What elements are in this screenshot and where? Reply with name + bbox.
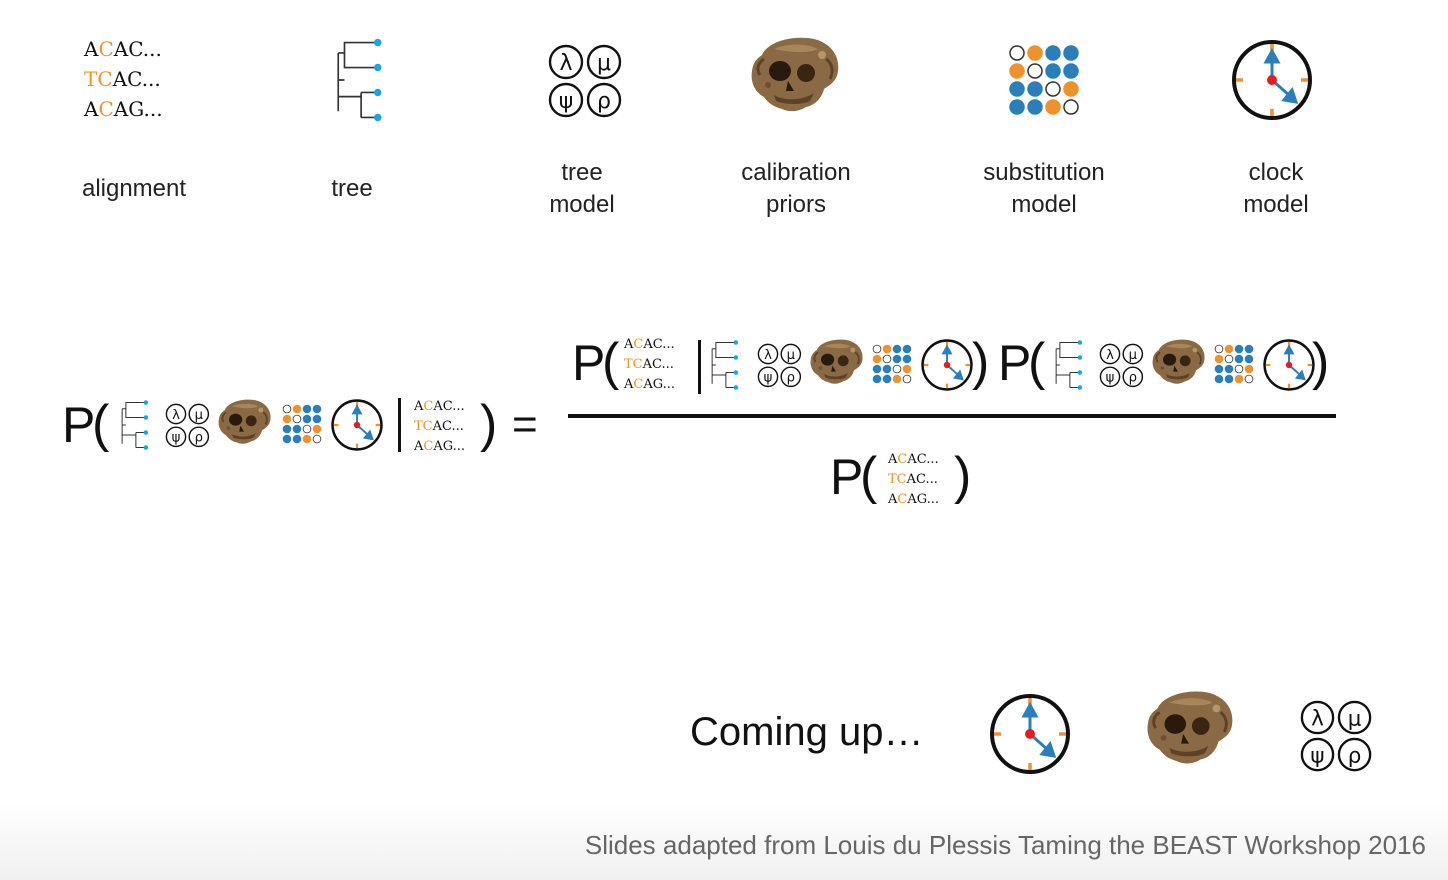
substitution-matrix-icon (1008, 44, 1080, 116)
evidence-alignment-line-1: ACAC... (888, 452, 939, 467)
evidence-close-paren: ) (954, 447, 972, 505)
equals-sign: = (512, 400, 538, 449)
prior-close-paren: ) (1312, 333, 1330, 391)
posterior-tree-icon (118, 400, 150, 450)
likelihood-tree-icon (708, 340, 740, 390)
likelihood-clock-icon (920, 338, 974, 392)
posterior-bar (398, 398, 401, 452)
label-tree-model-line2: model (549, 191, 615, 218)
likelihood-alignment-line-1: ACAC... (624, 337, 675, 352)
label-tree-model-line1: tree (561, 159, 603, 186)
likelihood-tree-model-icon (756, 342, 804, 390)
label-substitution-line1: substitution (983, 159, 1105, 186)
footer-credit: Slides adapted from Louis du Plessis Tam… (584, 830, 1426, 860)
posterior-clock-icon (330, 398, 384, 452)
evidence-alignment-line-2: TCAC... (888, 472, 938, 487)
legend-alignment: ACAC... TCAC... ACAG... (84, 34, 163, 124)
likelihood-close-paren: ) (972, 333, 990, 391)
tree-icon (332, 38, 384, 122)
tree-model-icon (546, 42, 626, 122)
likelihood-alignment-line-3: ACAG... (624, 377, 676, 392)
likelihood-skull-icon (806, 336, 866, 388)
clock-icon (1230, 38, 1314, 122)
prior-tree-icon (1052, 340, 1084, 390)
posterior-substitution-icon (282, 404, 322, 444)
posterior-skull-icon (214, 396, 274, 448)
alignment-line-2: TCAC... (84, 67, 161, 91)
label-tree-model: tree model (522, 157, 642, 221)
posterior-alignment-line-1: ACAC... (414, 399, 465, 414)
skull-icon (744, 30, 844, 120)
label-alignment: alignment (81, 175, 187, 202)
coming-up-skull-icon (1140, 684, 1238, 772)
prior-P: P (998, 335, 1032, 391)
prior-open-paren: ( (1028, 333, 1046, 391)
fraction-line (568, 414, 1336, 418)
label-tree: tree (331, 175, 373, 202)
label-substitution-model: substitution model (968, 157, 1120, 221)
posterior-alignment-line-2: TCAC... (414, 419, 464, 434)
evidence-P: P (830, 449, 864, 505)
posterior-alignment-line-3: ACAG... (414, 439, 466, 454)
footer-background (0, 800, 1448, 880)
likelihood-bar (698, 340, 701, 394)
alignment-line-3: ACAG... (84, 97, 163, 121)
coming-up-text: Coming up… (690, 710, 924, 754)
likelihood-alignment-line-2: TCAC... (624, 357, 674, 372)
label-clock-line2: model (1243, 191, 1309, 218)
prior-tree-model-icon (1098, 342, 1146, 390)
coming-up-tree-model-icon (1298, 698, 1376, 776)
prior-substitution-icon (1214, 344, 1254, 384)
label-calibration-line2: priors (765, 191, 826, 218)
likelihood-open-paren: ( (602, 333, 620, 391)
label-calibration-line1: calibration (741, 159, 851, 186)
evidence-alignment: ACAC... TCAC... ACAG... (888, 450, 939, 510)
prior-clock-icon (1262, 338, 1316, 392)
likelihood-alignment: ACAC... TCAC... ACAG... (624, 335, 675, 395)
posterior-tree-model-icon (164, 402, 212, 450)
posterior-P: P (62, 397, 96, 453)
label-substitution-line2: model (1011, 191, 1077, 218)
alignment-line-1: ACAC... (84, 37, 162, 61)
label-calibration-priors: calibration priors (720, 157, 872, 221)
likelihood-P: P (572, 335, 606, 391)
label-clock-model: clock model (1216, 157, 1336, 221)
evidence-alignment-line-3: ACAG... (888, 492, 940, 507)
prior-skull-icon (1148, 336, 1208, 388)
posterior-alignment: ACAC... TCAC... ACAG... (414, 397, 465, 457)
evidence-open-paren: ( (860, 447, 878, 505)
coming-up-clock-icon (988, 692, 1072, 776)
posterior-close-paren: ) (480, 395, 498, 453)
posterior-open-paren: ( (92, 395, 110, 453)
likelihood-substitution-icon (872, 344, 912, 384)
label-clock-line1: clock (1248, 159, 1304, 186)
